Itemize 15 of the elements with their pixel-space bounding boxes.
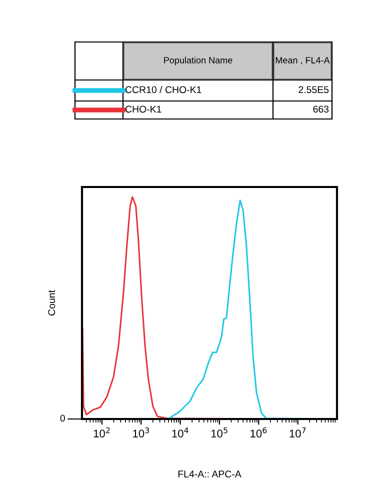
x-tick-label: 10$^{3}$ bbox=[133, 427, 150, 438]
legend-label: CCR10 / CHO-K1 bbox=[125, 86, 202, 94]
x-tick-label: 10$^{4}$ bbox=[172, 427, 188, 438]
text: 2.55E5 bbox=[298, 86, 329, 94]
text: Population Name bbox=[164, 56, 232, 66]
x-tick-label: 10$^{6}$ bbox=[250, 427, 267, 438]
legend-label: CHO-K1 bbox=[125, 106, 162, 113]
x-tick-label: 10$^{5}$ bbox=[211, 427, 228, 438]
x-tick-label: 10$^{2}$ bbox=[94, 427, 110, 438]
text: 0 bbox=[60, 414, 65, 422]
text: Mean , FL4-A bbox=[276, 57, 330, 64]
text: 663 bbox=[313, 106, 329, 113]
y-axis-title: Count bbox=[48, 290, 56, 316]
x-axis-title: FL4-A:: APC-A bbox=[178, 470, 242, 478]
x-tick-label: 10$^{7}$ bbox=[290, 427, 306, 438]
